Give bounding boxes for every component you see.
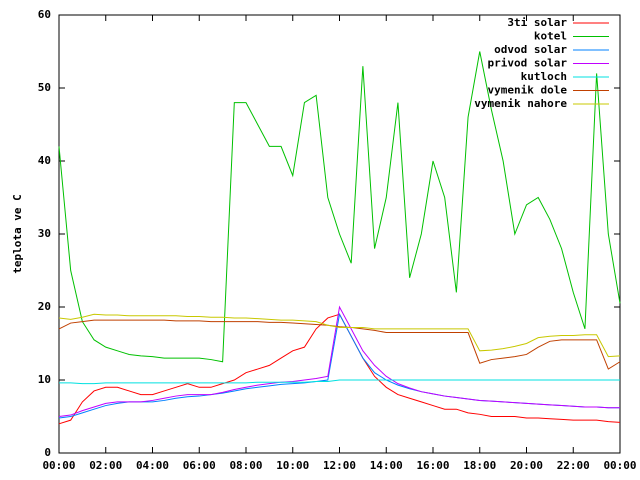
y-axis-label: teplota ve C — [11, 194, 24, 273]
x-tick-label: 22:00 — [557, 459, 590, 472]
x-tick-label: 14:00 — [370, 459, 403, 472]
y-tick-label: 0 — [44, 446, 51, 459]
x-tick-label: 18:00 — [463, 459, 496, 472]
legend-label: vymenik dole — [488, 84, 568, 97]
x-tick-label: 02:00 — [89, 459, 122, 472]
legend-label: 3ti solar — [507, 16, 567, 29]
y-tick-label: 10 — [38, 373, 51, 386]
y-tick-label: 40 — [38, 154, 51, 167]
series-line — [58, 313, 621, 358]
x-tick-label: 06:00 — [183, 459, 216, 472]
x-tick-label: 08:00 — [229, 459, 262, 472]
series-line — [58, 312, 620, 419]
x-tick-label: 10:00 — [276, 459, 309, 472]
x-tick-label: 20:00 — [510, 459, 543, 472]
legend-label: kutloch — [521, 70, 567, 83]
series-line — [58, 319, 621, 370]
x-tick-label: 00:00 — [603, 459, 636, 472]
legend-label: vymenik nahore — [474, 97, 567, 110]
legend-label: privod solar — [488, 57, 568, 70]
legend-label: kotel — [534, 30, 567, 43]
y-tick-label: 30 — [38, 227, 51, 240]
series-line — [58, 305, 620, 417]
y-tick-label: 50 — [38, 81, 51, 94]
y-tick-label: 60 — [38, 8, 51, 21]
x-tick-label: 12:00 — [323, 459, 356, 472]
x-tick-label: 16:00 — [416, 459, 449, 472]
x-tick-label: 00:00 — [42, 459, 75, 472]
x-tick-label: 04:00 — [136, 459, 169, 472]
series-line — [58, 313, 621, 425]
legend-label: odvod solar — [494, 43, 567, 56]
y-tick-label: 20 — [38, 300, 51, 313]
series-line — [58, 51, 621, 363]
series-line — [59, 379, 620, 385]
